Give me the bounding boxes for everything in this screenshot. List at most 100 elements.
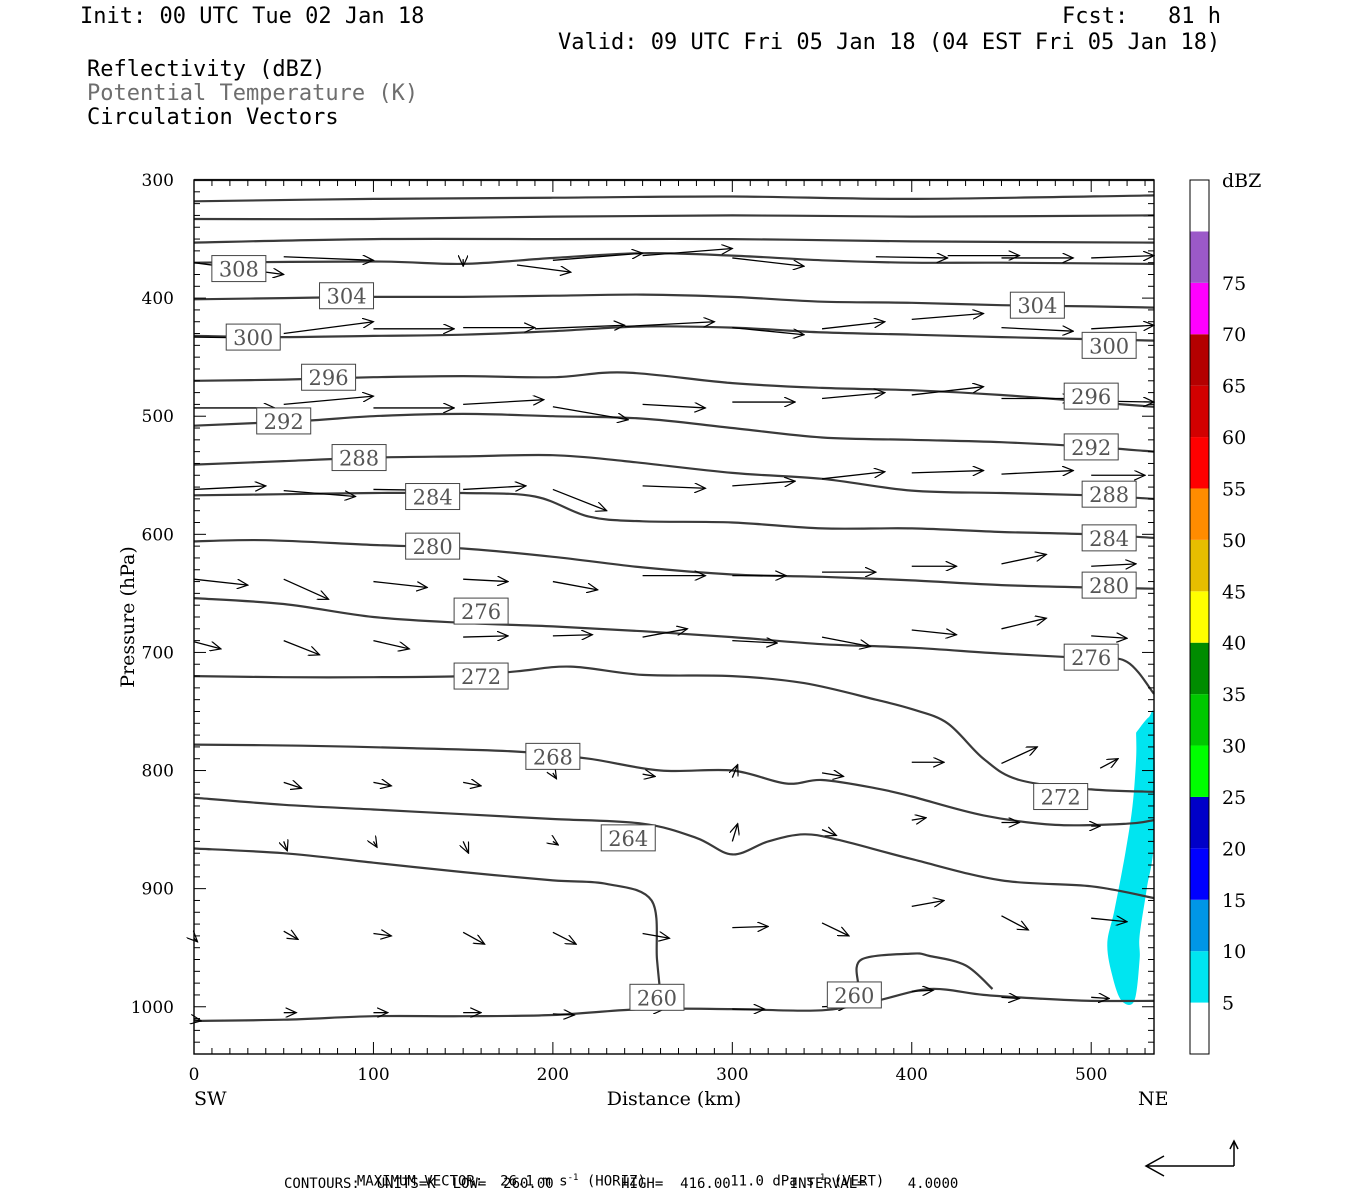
colorbar-label: 25 [1222,787,1246,809]
contour-label-box [1081,331,1137,359]
y-tick-label: 800 [142,762,174,782]
colorbar-unit: dBZ [1222,170,1261,192]
contour-label-296: 296 [1063,382,1119,410]
circulation-vector [552,488,607,510]
circulation-vector [1001,554,1046,565]
contours-info: CONTOURS: UNITS=K LOW= 260.00 HIGH= 416.… [284,1176,959,1192]
circulation-vector [642,774,656,776]
circulation-vector [283,782,302,788]
reflectivity-area-5dbz [1107,710,1155,1005]
colorbar-segment [1190,282,1209,335]
theta-contour-296 [193,371,1155,408]
y-tick-label: 700 [142,643,174,663]
circulation-vector [821,322,885,330]
circulation-vector [553,773,557,779]
contour-label-304: 304 [1009,291,1065,319]
contour-label-box [211,255,267,283]
contour-label-box [405,483,461,511]
circulation-vector [642,934,670,939]
circulation-vector [1001,471,1073,475]
colorbar-label: 60 [1222,427,1246,449]
colorbar-label: 10 [1222,941,1246,963]
contour-label-288: 288 [1081,480,1137,508]
circulation-vector [1091,997,1109,998]
circulation-vector [911,313,984,321]
valid-time: Valid: 09 UTC Fri 05 Jan 18 (04 EST Fri … [558,30,1221,55]
colorbar-segment [1190,180,1209,232]
circulation-vector [732,326,804,335]
x-tick-label: 300 [716,1065,748,1085]
vert-max-value: 11.0 dPa s [730,1173,815,1190]
circulation-vector [1091,325,1154,329]
colorbar-frame [1189,179,1210,1055]
colorbar-segment [1190,642,1209,695]
horiz-max-value: 26.1 m s [500,1173,568,1190]
contour-label-text: 284 [413,486,453,510]
circulation-vector [373,934,391,936]
contour-label-box [1063,643,1119,671]
theta-contour-312 [193,194,1155,203]
circulation-vector [642,249,733,257]
colorbar-label: 30 [1222,736,1246,758]
circulation-vector [283,640,320,655]
circulation-vector [821,773,844,777]
circulation-vector [732,765,737,778]
circulation-vector [821,393,885,400]
colorbar-segment [1190,745,1209,797]
contour-label-text: 284 [1089,527,1129,551]
contour-label-276: 276 [1063,643,1119,671]
x-tick-label: 0 [189,1065,200,1085]
circulation-vector [463,636,508,637]
contour-label-264: 264 [600,824,656,852]
circulation-vector [911,630,957,635]
contour-label-text: 272 [1041,786,1081,810]
circulation-vector [462,931,485,944]
colorbar-label: 50 [1222,530,1246,552]
colorbar-segment [1190,796,1209,849]
contour-label-box [1033,783,1089,811]
contour-label-box [405,532,461,560]
circulation-vector [1001,915,1028,930]
contour-label-text: 264 [608,827,648,851]
circulation-vector [1091,918,1127,922]
contour-label-text: 300 [1089,334,1129,358]
contour-label-text: 276 [461,600,501,624]
theta-contour-272 [193,665,1155,793]
theta-contour-308 [193,237,1155,244]
circulation-vector [1001,747,1037,765]
contour-label-260: 260 [826,981,882,1009]
contour-label-272: 272 [1033,783,1089,811]
init-time: Init: 00 UTC Tue 02 Jan 18 [80,4,425,29]
circulation-vector [193,578,248,585]
colorbar-segment [1190,437,1209,489]
contour-label-text: 272 [461,665,501,689]
x-tick-label: 400 [896,1065,928,1085]
contour-label-box [225,323,281,351]
contour-label-308: 308 [211,255,267,283]
circulation-vector [373,782,391,786]
circulation-vector [911,471,984,473]
colorbar-segment [1190,488,1209,540]
y-tick-label: 300 [142,171,174,191]
circulation-vector [911,990,934,991]
circulation-vector [373,639,409,649]
field-circulation-vectors: Circulation Vectors [87,105,339,130]
contour-label-text: 268 [533,745,573,769]
circulation-vector [283,931,298,939]
contour-label-box [331,444,387,472]
circulation-vector [1099,759,1118,769]
contour-label-box [1063,433,1119,461]
contour-label-box [1063,382,1119,410]
circulation-vector [284,841,288,850]
circulation-vector [373,841,377,847]
colorbar-segment [1190,385,1209,438]
circulation-vector [911,900,944,906]
sw-endpoint-label: SW [194,1088,227,1110]
x-tick-label: 200 [537,1065,569,1085]
circulation-vector [1091,256,1154,258]
circulation-vector [642,486,706,488]
theta-contour-306 [193,252,1155,266]
circulation-vector [516,264,571,272]
colorbar-segment [1190,231,1209,283]
contour-label-280: 280 [1081,571,1137,599]
